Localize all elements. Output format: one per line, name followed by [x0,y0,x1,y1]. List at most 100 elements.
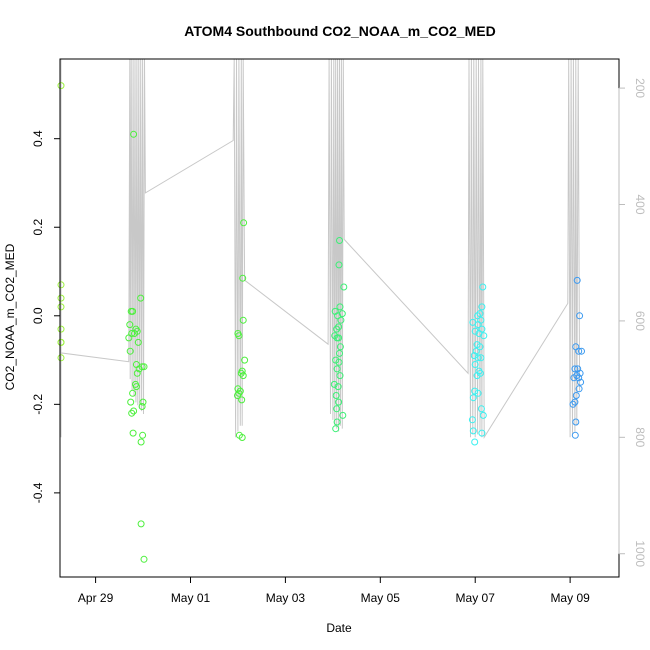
data-point [137,438,145,446]
data-point [479,283,487,291]
data-point [472,347,480,355]
data-point [474,312,482,320]
data-point [333,405,341,413]
data-point [474,321,482,329]
data-point [336,303,344,311]
data-point [131,330,138,337]
y-tick-label: 0.2 [31,219,45,236]
data-point [129,429,137,437]
right-tick-label: 400 [633,194,647,214]
data-point [476,343,484,351]
data-point [133,369,141,377]
data-point [576,312,584,320]
data-point [137,520,145,528]
data-point [336,372,344,380]
data-point [57,325,65,333]
data-point [569,400,577,408]
x-tick-label: Apr 29 [78,591,114,605]
right-tick-label: 600 [633,311,647,331]
data-point [478,429,486,437]
data-point [477,354,485,362]
data-point [57,338,65,346]
data-point [129,307,137,315]
data-point [127,398,135,406]
data-point [234,385,242,393]
data-point [575,374,583,382]
data-point [577,378,585,386]
x-tick-label: May 03 [266,591,306,605]
right-tick-label: 800 [633,427,647,447]
data-point [134,338,142,346]
x-tick-label: May 09 [550,591,590,605]
data-point [331,332,339,340]
data-point [469,427,477,435]
data-point [239,274,247,282]
data-point [126,321,134,329]
data-point [576,369,584,377]
data-point [140,555,148,563]
data-point [334,312,342,320]
data-points [57,82,585,563]
data-point [572,418,580,426]
data-point [571,398,579,406]
data-point [335,323,343,331]
data-point [571,431,579,439]
data-point [470,352,478,360]
data-point [336,237,343,244]
data-point [234,392,241,399]
data-point [138,403,146,410]
data-point [57,354,65,362]
data-point [337,316,345,324]
data-point [239,372,247,380]
data-point [333,325,341,333]
y-tick-label: 0.0 [31,307,45,324]
data-point [333,418,341,426]
data-point [332,392,340,399]
data-point [570,374,578,382]
data-point [130,407,138,415]
data-point [334,383,342,391]
axes: Apr 29 May 01 May 03 May 05 May 07 May 09 -0.4… [31,78,647,605]
data-point [332,425,340,433]
data-point [240,219,248,227]
data-point [241,356,249,364]
x-tick-label: May 01 [171,591,211,605]
data-point [572,392,580,399]
pressure-series [60,58,581,440]
data-point [57,281,65,289]
data-point [473,372,481,380]
data-point [125,334,133,342]
data-point [57,82,65,90]
data-point [469,394,477,402]
data-point [238,396,246,404]
x-tick-label: May 07 [456,591,496,605]
data-point [57,294,65,302]
data-point [480,332,488,340]
y-tick-label: 0.4 [31,130,45,147]
data-point [474,354,482,362]
x-axis-label: Date [326,621,352,635]
data-point [130,130,138,138]
x-tick-label: May 05 [361,591,401,605]
data-point [57,303,65,311]
data-point [335,398,343,406]
data-point [471,327,479,335]
data-point [335,358,343,366]
data-point [339,411,347,419]
data-point [575,385,583,393]
pressure-line [60,58,581,440]
right-tick-label: 200 [633,78,647,98]
data-point [336,343,344,351]
data-point [479,411,487,419]
data-point [477,316,485,324]
data-point [235,332,243,340]
data-point [571,365,579,373]
data-point [129,389,137,397]
y-tick-label: -0.4 [31,482,45,503]
data-point [132,383,140,391]
data-point [478,303,486,311]
data-point [336,349,343,357]
data-point [471,361,479,368]
data-point [237,369,245,377]
